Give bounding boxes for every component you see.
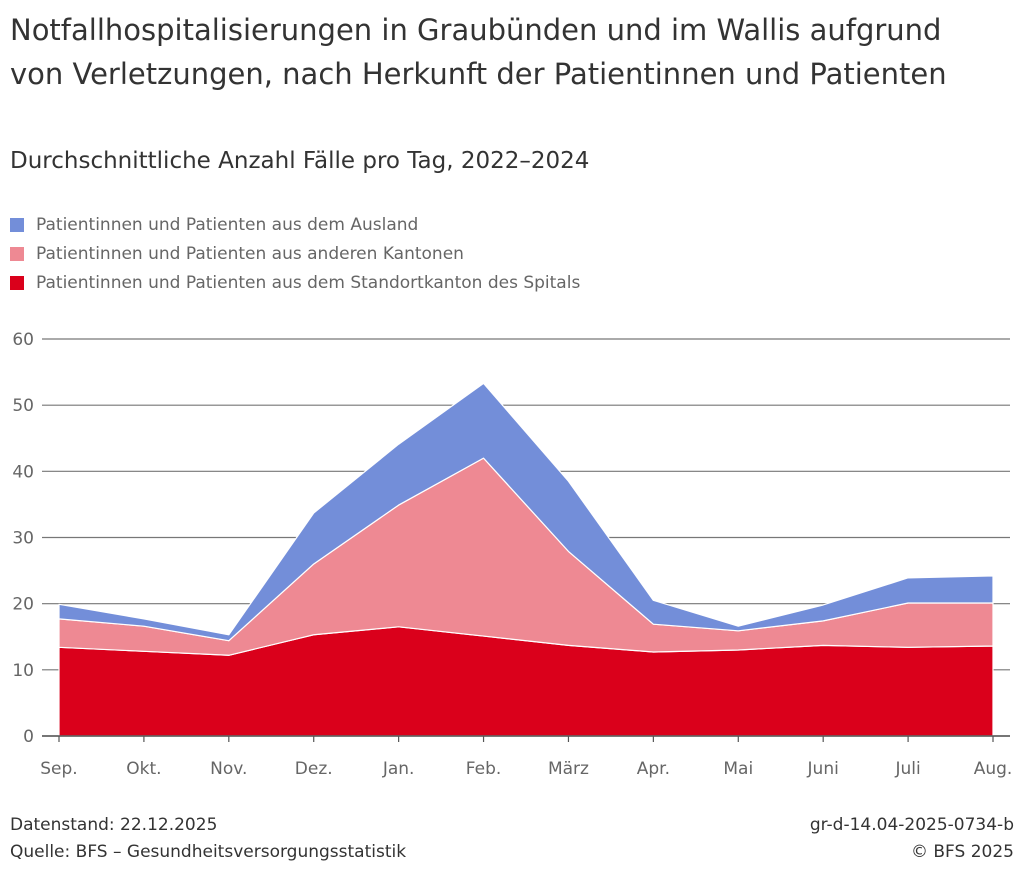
x-tick-label: Nov.	[210, 759, 247, 779]
y-tick-label: 0	[23, 727, 34, 747]
x-tick-label: Apr.	[637, 759, 670, 779]
x-tick-label: Juli	[894, 759, 920, 779]
y-tick-label: 50	[12, 396, 34, 416]
footer-left: Datenstand: 22.12.2025 Quelle: BFS – Ges…	[10, 812, 406, 866]
footer-right: gr-d-14.04-2025-0734-b © BFS 2025	[810, 812, 1014, 866]
x-tick-label: Juni	[807, 759, 839, 779]
legend-label: Patientinnen und Patienten aus anderen K…	[36, 243, 464, 264]
y-tick-label: 30	[12, 529, 34, 549]
footer-text: © BFS 2025	[910, 842, 1014, 862]
x-tick-label: Mai	[723, 759, 753, 779]
y-tick-label: 40	[12, 462, 34, 482]
chart: 0 10 20 30 40 50 60 Sep. Okt. Nov. Dez. Jan. Feb. Mär…	[12, 330, 1013, 779]
legend-swatch	[10, 246, 24, 261]
legend-swatch	[10, 275, 24, 290]
x-tick-label: Aug.	[974, 759, 1013, 779]
chart-title: Notfallhospitalisierungen in Graubünden …	[10, 13, 947, 91]
legend-item: Patientinnen und Patienten aus dem Stand…	[10, 268, 580, 297]
area	[58, 382, 994, 642]
footer-text: Datenstand: 22.12.2025	[10, 815, 218, 835]
legend-item: Patientinnen und Patienten aus dem Ausla…	[10, 210, 580, 239]
x-tick-label: Sep.	[40, 759, 77, 779]
y-tick-label: 20	[12, 595, 34, 615]
x-tick-label: März	[548, 759, 589, 779]
x-tick-label: Feb.	[466, 759, 502, 779]
x-tick-label: Dez.	[295, 759, 333, 779]
x-tick-label: Okt.	[126, 759, 161, 779]
legend: Patientinnen und Patienten aus dem Ausla…	[10, 210, 580, 297]
legend-item: Patientinnen und Patienten aus anderen K…	[10, 239, 580, 268]
legend-swatch	[10, 217, 24, 232]
x-tick-label: Jan.	[382, 759, 415, 779]
y-tick-label: 10	[12, 661, 34, 681]
footer-text: gr-d-14.04-2025-0734-b	[809, 815, 1014, 835]
y-tick-label: 60	[12, 330, 34, 350]
chart-subtitle: Durchschnittliche Anzahl Fälle pro Tag, …	[10, 148, 590, 174]
footer-text: Quelle: BFS – Gesundheitsversorgungsstat…	[10, 842, 407, 862]
legend-label: Patientinnen und Patienten aus dem Stand…	[36, 272, 581, 293]
legend-label: Patientinnen und Patienten aus dem Ausla…	[36, 214, 419, 235]
